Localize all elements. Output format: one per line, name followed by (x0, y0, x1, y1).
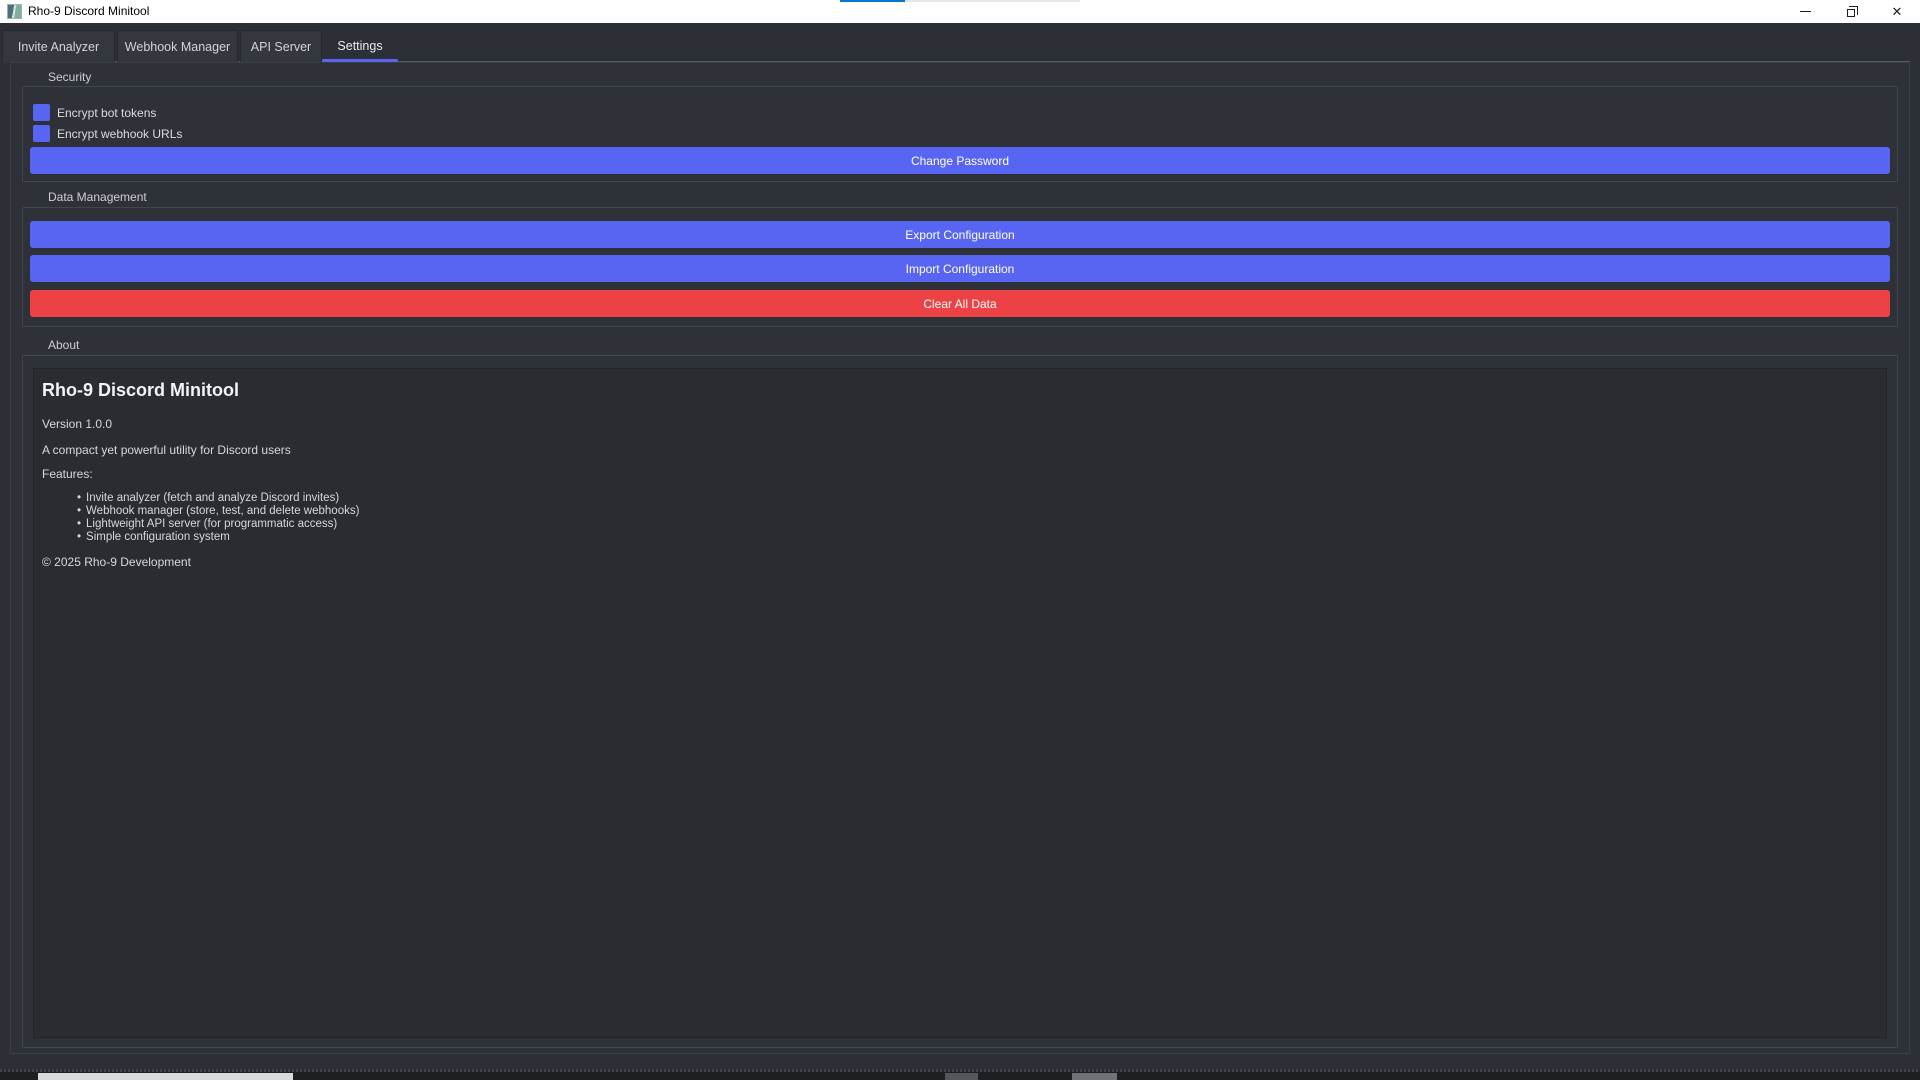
background-window-sliver[interactable] (945, 1073, 978, 1080)
about-tagline: A compact yet powerful utility for Disco… (42, 443, 291, 457)
import-configuration-button[interactable]: Import Configuration (30, 255, 1890, 282)
about-feature-item: Invite analyzer (fetch and analyze Disco… (77, 492, 339, 504)
encrypt-webhook-urls-checkbox-row[interactable]: Encrypt webhook URLs (33, 125, 182, 142)
restore-button[interactable] (1828, 0, 1874, 23)
background-window-accent-strip (840, 0, 905, 2)
checkbox-label: Encrypt webhook URLs (57, 126, 183, 141)
minimize-icon (1799, 11, 1811, 12)
background-window-sliver[interactable] (38, 1073, 293, 1080)
selected-tab-indicator (322, 59, 398, 62)
tab-settings[interactable]: Settings (337, 39, 383, 53)
tabbar-baseline (2, 61, 1910, 62)
window-controls: ✕ (1782, 0, 1920, 23)
checkbox-label: Encrypt bot tokens (57, 105, 157, 120)
about-groupbox (22, 355, 1898, 1048)
tab-api-server[interactable]: API Server (240, 30, 322, 62)
app-icon (7, 4, 22, 19)
about-copyright: © 2025 Rho-9 Development (42, 555, 191, 569)
title-bar: Rho-9 Discord Minitool ✕ (0, 0, 1920, 23)
checkbox-checked-icon[interactable] (33, 104, 50, 121)
about-section-title: About (48, 338, 80, 352)
close-button[interactable]: ✕ (1874, 0, 1920, 23)
about-text-panel (33, 368, 1887, 1038)
about-feature-item: Webhook manager (store, test, and delete… (77, 505, 359, 517)
about-features-label: Features: (42, 467, 93, 481)
background-window-gray-strip (905, 0, 1080, 2)
export-configuration-button[interactable]: Export Configuration (30, 221, 1890, 248)
clear-all-data-button[interactable]: Clear All Data (30, 290, 1890, 317)
about-app-name: Rho-9 Discord Minitool (42, 380, 239, 400)
restore-icon (1847, 5, 1858, 17)
window-title: Rho-9 Discord Minitool (28, 4, 150, 18)
close-icon: ✕ (1891, 4, 1903, 19)
checkbox-checked-icon[interactable] (33, 125, 50, 142)
about-feature-item: Simple configuration system (77, 531, 230, 543)
security-groupbox (22, 86, 1898, 182)
data-management-section-title: Data Management (48, 190, 147, 204)
background-window-sliver[interactable] (1072, 1073, 1117, 1080)
tab-webhook-manager[interactable]: Webhook Manager (117, 30, 238, 62)
about-feature-item: Lightweight API server (for programmatic… (77, 518, 337, 530)
window-bottom-edge (0, 1069, 1920, 1072)
security-section-title: Security (48, 70, 92, 84)
about-version: Version 1.0.0 (42, 417, 113, 431)
data-management-groupbox (22, 207, 1898, 327)
change-password-button[interactable]: Change Password (30, 147, 1890, 174)
tab-invite-analyzer[interactable]: Invite Analyzer (2, 30, 115, 62)
minimize-button[interactable] (1782, 0, 1828, 23)
encrypt-bot-tokens-checkbox-row[interactable]: Encrypt bot tokens (33, 104, 156, 121)
